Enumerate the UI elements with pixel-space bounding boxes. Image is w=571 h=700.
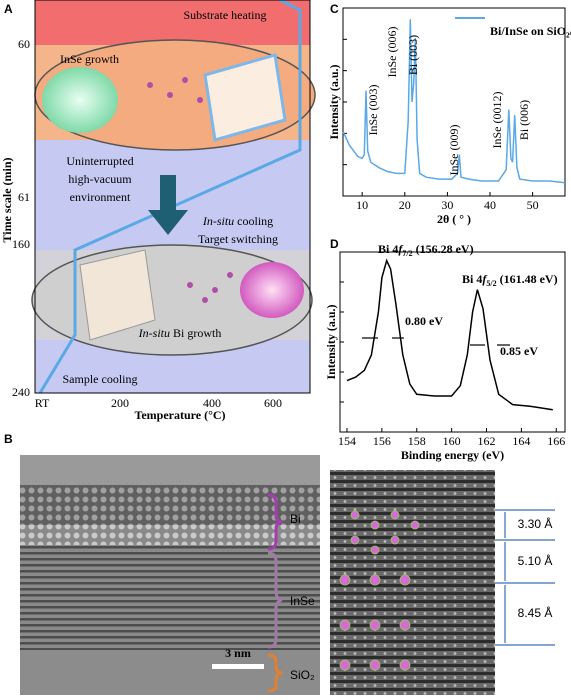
panel-label: C <box>330 2 339 16</box>
text-part: Bi growth <box>170 326 221 340</box>
x-tick-label: 10 <box>356 198 368 212</box>
x-tick-label: 30 <box>441 198 453 212</box>
peak-label: Bi (003) <box>406 35 420 75</box>
text-part: Bi 4 <box>462 272 482 286</box>
text-part: cooling <box>234 214 273 228</box>
text-part: In-situ <box>202 214 234 228</box>
x-tick-label: 20 <box>399 198 411 212</box>
temperature-path <box>38 0 302 394</box>
x-tick-label: 166 <box>547 434 565 448</box>
text-part: 5/2 <box>486 279 496 288</box>
data-line <box>342 19 566 184</box>
x-tick-label: 200 <box>111 396 129 410</box>
haadf-image <box>330 470 495 695</box>
arrow <box>148 175 188 235</box>
x-tick-label: 50 <box>527 198 539 212</box>
axis-title: Binding energy (eV) <box>401 448 504 462</box>
panel-a <box>31 0 316 394</box>
step-label: Uninterrupted <box>66 154 133 168</box>
x-tick-label: 154 <box>338 434 356 448</box>
panel-label: D <box>330 237 339 251</box>
fwhm-label: 0.80 eV <box>405 314 443 328</box>
scale-bar <box>212 664 264 669</box>
step-label: high-vacuum <box>68 172 132 186</box>
peak-label: InSe (0012) <box>490 92 504 149</box>
text-part: 7/2 <box>402 249 412 258</box>
data-line <box>346 258 553 411</box>
y-tick-label: 160 <box>12 237 30 251</box>
spacing-label: 3.30 Å <box>518 516 553 531</box>
x-tick-label: 158 <box>408 434 426 448</box>
bracket <box>267 493 283 551</box>
peak-label: Bi 4f5/2 (161.48 eV) <box>462 272 558 289</box>
layer-label: InSe <box>290 594 315 608</box>
fwhm-label: 0.85 eV <box>500 344 538 358</box>
spacing-label: 8.45 Å <box>518 605 553 620</box>
x-tick-label: 160 <box>443 434 461 448</box>
text-part: In-situ <box>138 326 170 340</box>
axis-title: Time scale (min) <box>0 157 14 242</box>
text-part: (161.48 eV) <box>497 272 558 286</box>
tem-image <box>20 545 320 650</box>
text-part: f <box>398 242 403 256</box>
text-part: Bi 4 <box>378 242 398 256</box>
y-tick-label: 240 <box>12 385 30 399</box>
text-part: f <box>482 272 487 286</box>
step-label: In-situ Bi growth <box>138 326 222 340</box>
layer-label: SiO₂ <box>290 668 315 682</box>
panel-b <box>20 455 555 695</box>
peak-label: Bi (006) <box>517 100 531 140</box>
step-label: In-situ cooling <box>202 214 273 228</box>
peak-label: InSe (009) <box>447 125 461 176</box>
substrate <box>79 249 156 341</box>
substrate <box>203 53 287 142</box>
x-tick-label: 156 <box>373 434 391 448</box>
step-label: InSe growth <box>60 52 119 66</box>
band <box>35 0 310 45</box>
target <box>240 262 304 318</box>
y-tick-label: 60 <box>18 37 30 51</box>
panel-label: A <box>4 2 13 16</box>
peak-label: Bi 4f7/2 (156.28 eV) <box>378 242 474 259</box>
x-tick-label: RT <box>35 396 50 410</box>
y-tick-label: 61 <box>18 190 30 204</box>
tem-image <box>20 650 320 695</box>
target <box>42 67 118 133</box>
x-tick-label: 600 <box>264 396 282 410</box>
x-tick-label: 162 <box>478 434 496 448</box>
bracket <box>267 653 283 693</box>
panel-label: B <box>4 432 13 446</box>
axes-frame <box>34 0 311 394</box>
axis-title: Intensity (a.u.) <box>327 64 341 139</box>
axis-title: Temperature (°C) <box>134 408 225 422</box>
spacing-label: 5.10 Å <box>518 553 553 568</box>
axis-title: 2θ ( ° ) <box>437 212 471 226</box>
step-label: Sample cooling <box>63 372 138 386</box>
peak-label: InSe (003) <box>366 85 380 136</box>
peak-label: InSe (006) <box>385 27 399 78</box>
x-tick-label: 164 <box>512 434 530 448</box>
step-label: environment <box>70 190 131 204</box>
scale-bar-label: 3 nm <box>225 646 251 660</box>
text-part: (156.28 eV) <box>413 242 474 256</box>
step-label: Substrate heating <box>184 8 267 22</box>
x-tick-label: 40 <box>484 198 496 212</box>
x-tick-label: 400 <box>203 396 221 410</box>
legend-label: Bi/InSe on SiO₂/Si <box>490 24 571 38</box>
bracket <box>267 551 283 649</box>
layer-label: Bi <box>290 512 301 526</box>
step-label: Target switching <box>198 232 278 246</box>
axis-title: Intensity (a.u.) <box>324 304 338 379</box>
